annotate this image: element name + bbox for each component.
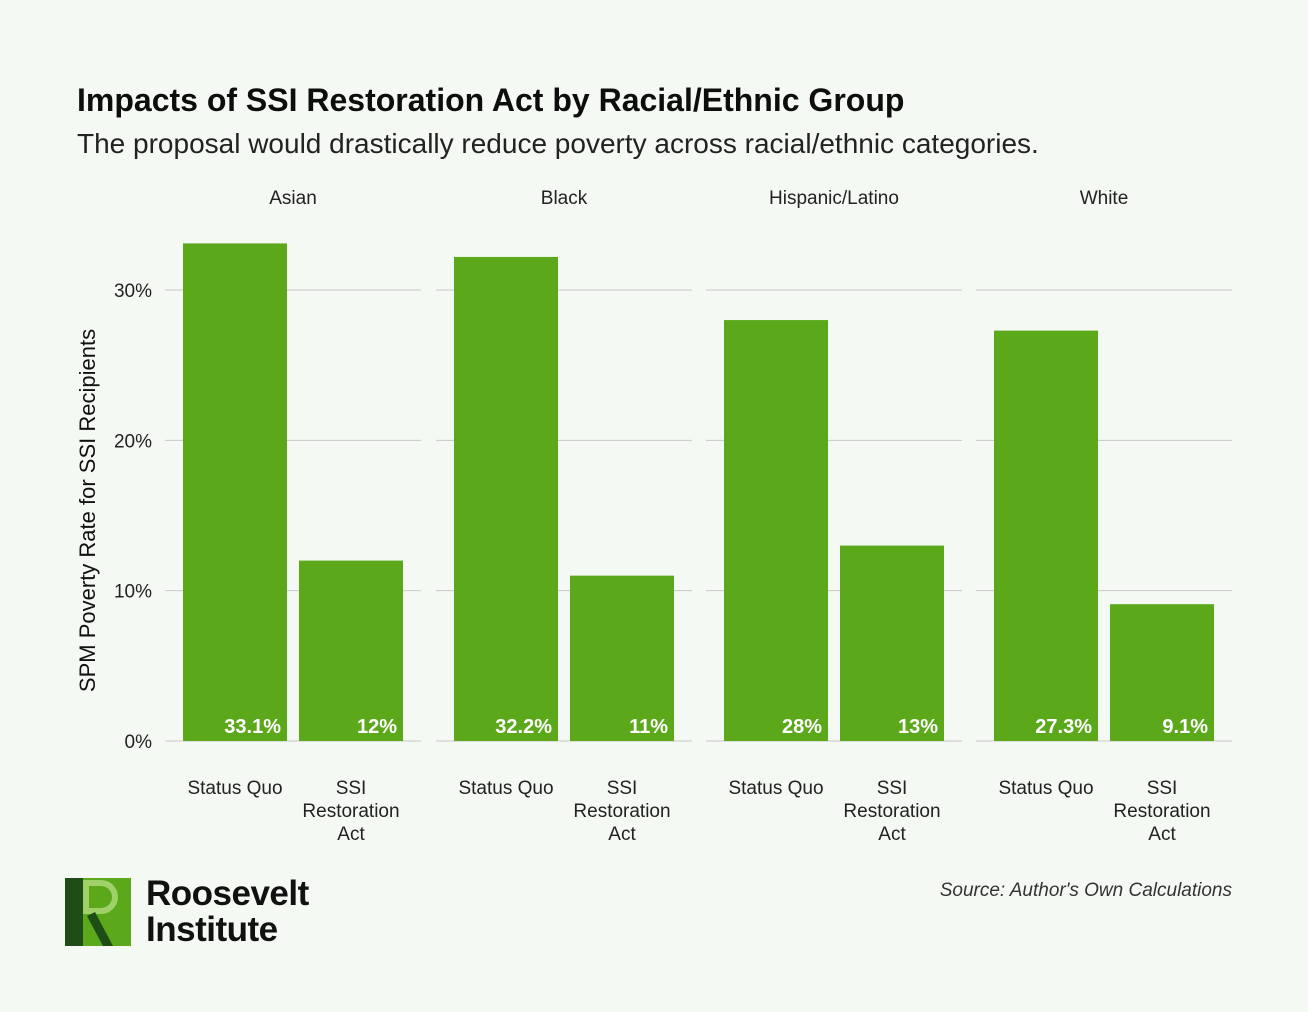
x-tick-label: Status Quo (458, 778, 553, 799)
data-label: 11% (629, 716, 668, 738)
logo-line-1: Roosevelt (146, 874, 309, 913)
data-label: 13% (898, 716, 938, 738)
panel-title: White (1080, 188, 1129, 209)
chart-title: Impacts of SSI Restoration Act by Racial… (77, 82, 905, 118)
y-tick-label: 0% (125, 732, 153, 753)
bar (994, 330, 1098, 741)
bar (570, 575, 674, 741)
bar (724, 320, 828, 741)
bar (454, 256, 558, 741)
x-tick-label: SSI Restoration Act (302, 778, 399, 845)
x-tick-label: Status Quo (998, 778, 1093, 799)
data-label: 9.1% (1162, 716, 1208, 738)
data-label: 12% (357, 716, 397, 738)
y-axis-label: SPM Poverty Rate for SSI Recipients (75, 329, 100, 692)
data-label: 32.2% (495, 716, 552, 738)
data-label: 28% (782, 716, 822, 738)
chart-subtitle: The proposal would drastically reduce po… (77, 128, 1039, 159)
data-label: 27.3% (1035, 716, 1092, 738)
x-tick-label: Status Quo (187, 778, 282, 799)
x-tick-label: SSI Restoration Act (843, 778, 940, 845)
logo-line-2: Institute (146, 910, 278, 949)
panel-title: Black (541, 188, 588, 209)
y-tick-label: 30% (114, 281, 152, 302)
bar (840, 545, 944, 741)
source-note: Source: Author's Own Calculations (939, 880, 1232, 901)
x-tick-label: SSI Restoration Act (573, 778, 670, 845)
bar (183, 243, 287, 741)
x-tick-label: SSI Restoration Act (1113, 778, 1210, 845)
panel-title: Asian (269, 188, 317, 209)
faceted-bar-chart: SPM Poverty Rate for SSI Recipients 0% 10%… (75, 188, 1232, 845)
roosevelt-logo-icon (65, 878, 131, 946)
roosevelt-institute-logo: Roosevelt Institute (65, 876, 335, 948)
x-tick-label: Status Quo (728, 778, 823, 799)
panel-title: Hispanic/Latino (769, 188, 899, 209)
bar (1110, 604, 1214, 741)
bar (299, 560, 403, 741)
y-tick-label: 10% (114, 582, 152, 603)
data-label: 33.1% (224, 716, 281, 738)
y-tick-label: 20% (114, 431, 152, 452)
